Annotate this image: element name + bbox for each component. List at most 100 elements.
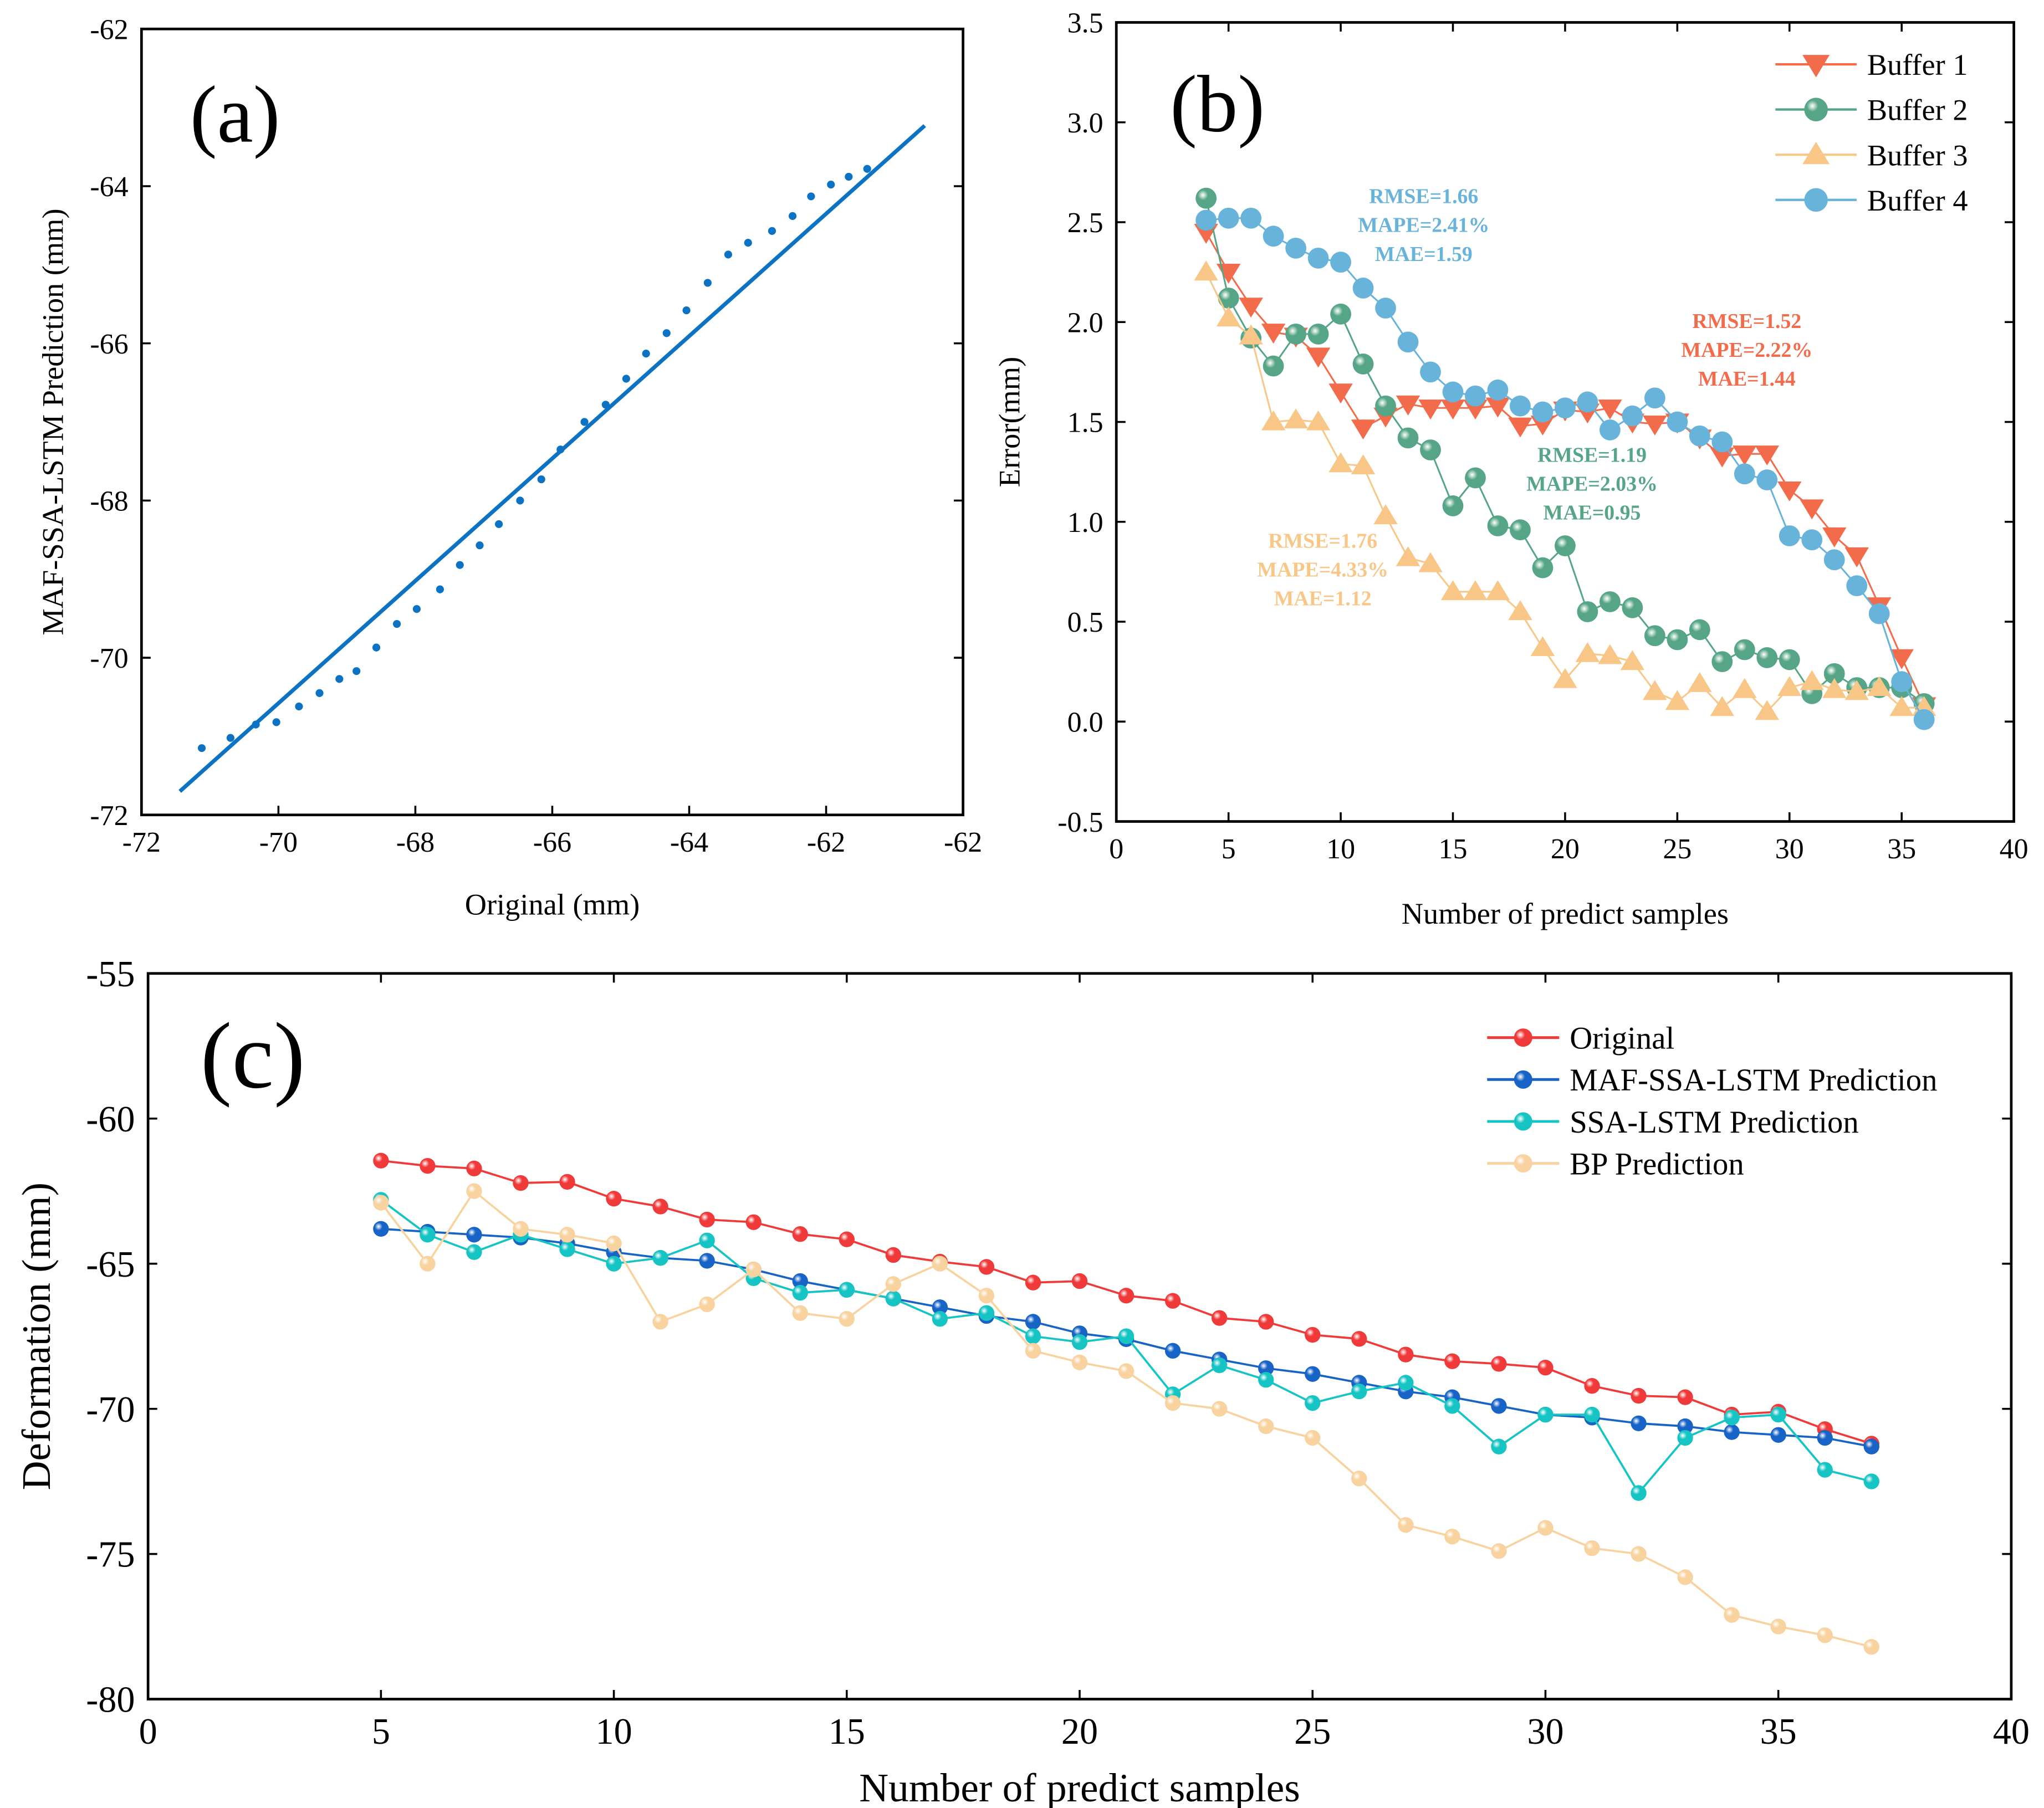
scatter-point xyxy=(682,306,691,315)
data-point xyxy=(1258,1372,1274,1388)
legend: Buffer 1 Buffer 2 Buffer 3 Buffer 4 xyxy=(1775,48,1968,217)
y-tick-label: -62 xyxy=(90,14,128,45)
series-buffer-1 xyxy=(1194,223,1936,718)
data-point xyxy=(1375,395,1396,417)
data-point xyxy=(1305,1326,1321,1343)
data-point xyxy=(1491,1543,1507,1559)
data-point xyxy=(1305,1366,1321,1382)
data-point xyxy=(1195,187,1217,209)
legend-item: Original xyxy=(1487,1021,1674,1056)
data-point xyxy=(1211,1357,1228,1374)
series-buffer-4 xyxy=(1195,207,1935,730)
data-point xyxy=(1444,1398,1460,1414)
scatter-point xyxy=(703,279,712,287)
data-point xyxy=(1677,1389,1693,1405)
data-point xyxy=(1463,399,1488,420)
annotation-line: MAE=1.44 xyxy=(1698,367,1796,391)
data-point xyxy=(1644,387,1665,409)
data-point xyxy=(1261,324,1286,344)
data-point xyxy=(1537,1520,1554,1536)
scatter-point xyxy=(352,667,361,675)
data-point xyxy=(745,1214,762,1230)
data-point xyxy=(1025,1314,1041,1330)
x-axis-label: Original (mm) xyxy=(465,888,640,921)
scatter-point xyxy=(295,702,303,711)
data-point xyxy=(1777,481,1802,501)
annotation-line: RMSE=1.66 xyxy=(1369,185,1478,208)
data-point xyxy=(1352,278,1374,299)
data-point xyxy=(1665,690,1690,710)
data-point xyxy=(1487,379,1509,401)
x-tick-label: 40 xyxy=(2000,833,2028,865)
data-point xyxy=(1398,1346,1414,1363)
data-point xyxy=(1644,625,1665,647)
data-point xyxy=(978,1305,995,1321)
data-point xyxy=(1328,383,1353,404)
data-point xyxy=(1710,447,1735,468)
y-tick-label: 2.0 xyxy=(1067,307,1103,339)
data-point xyxy=(1444,1353,1460,1369)
x-tick-label: -66 xyxy=(533,827,571,858)
series-line xyxy=(380,1189,1872,1648)
x-tick-label: -62 xyxy=(944,827,982,858)
data-point xyxy=(1846,575,1868,597)
data-point xyxy=(1216,306,1241,327)
data-point xyxy=(1863,1639,1879,1655)
x-tick-label: 35 xyxy=(1887,833,1916,865)
data-point xyxy=(559,1241,575,1257)
legend-item: BP Prediction xyxy=(1487,1146,1744,1181)
data-point xyxy=(1118,1288,1135,1304)
metrics-annotation: RMSE=1.66 MAPE=2.41% MAE=1.59 xyxy=(1358,185,1489,266)
data-point xyxy=(1071,1354,1088,1370)
data-point xyxy=(1800,670,1825,690)
scatter-point xyxy=(788,212,797,220)
data-point xyxy=(1330,303,1351,325)
legend: Original MAF-SSA-LSTM Prediction SSA-LSTM … xyxy=(1487,1021,1938,1181)
panel-label: (b) xyxy=(1170,59,1265,149)
data-point xyxy=(1420,361,1441,383)
data-point xyxy=(1553,668,1577,688)
legend-label: BP Prediction xyxy=(1570,1146,1744,1181)
y-tick-label: -75 xyxy=(86,1535,135,1575)
annotation-line: MAE=0.95 xyxy=(1544,501,1641,525)
data-point xyxy=(1889,696,1914,716)
panel-label: (c) xyxy=(201,1003,305,1108)
data-point xyxy=(1398,1375,1414,1391)
data-point xyxy=(1800,499,1825,520)
data-point xyxy=(1352,354,1374,375)
legend-label: Original xyxy=(1570,1021,1674,1056)
panel-label: (a) xyxy=(190,69,280,160)
annotation-line: MAE=1.12 xyxy=(1274,587,1372,611)
data-point xyxy=(652,1198,668,1215)
x-tick-label: 20 xyxy=(1061,1712,1098,1752)
data-point xyxy=(1396,395,1420,416)
data-point xyxy=(1025,1274,1041,1290)
data-point xyxy=(1677,1430,1693,1446)
data-point xyxy=(1263,226,1284,247)
legend-marker xyxy=(1802,141,1830,165)
data-point xyxy=(1868,603,1890,624)
data-point xyxy=(373,1195,389,1211)
data-point xyxy=(699,1296,715,1313)
y-tick-label: -60 xyxy=(86,1099,135,1140)
data-point xyxy=(1285,237,1307,259)
scatter-point xyxy=(827,181,835,189)
data-point xyxy=(1532,401,1554,423)
data-point xyxy=(1631,1387,1647,1404)
data-point xyxy=(1239,324,1263,345)
scatter-point xyxy=(197,744,206,752)
data-point xyxy=(1164,1395,1181,1411)
data-point xyxy=(1440,399,1465,420)
data-point xyxy=(1397,331,1419,353)
data-point xyxy=(1442,381,1464,403)
data-point xyxy=(1491,1438,1507,1454)
scatter-point xyxy=(412,605,421,613)
legend-marker xyxy=(1804,188,1828,212)
x-tick-label: -70 xyxy=(259,827,298,858)
data-point xyxy=(1485,397,1510,418)
scatter-point xyxy=(456,561,464,569)
legend-item: Buffer 1 xyxy=(1775,48,1968,81)
data-point xyxy=(1510,395,1531,417)
x-tick-label: 10 xyxy=(1326,833,1355,865)
data-point xyxy=(1530,415,1555,436)
